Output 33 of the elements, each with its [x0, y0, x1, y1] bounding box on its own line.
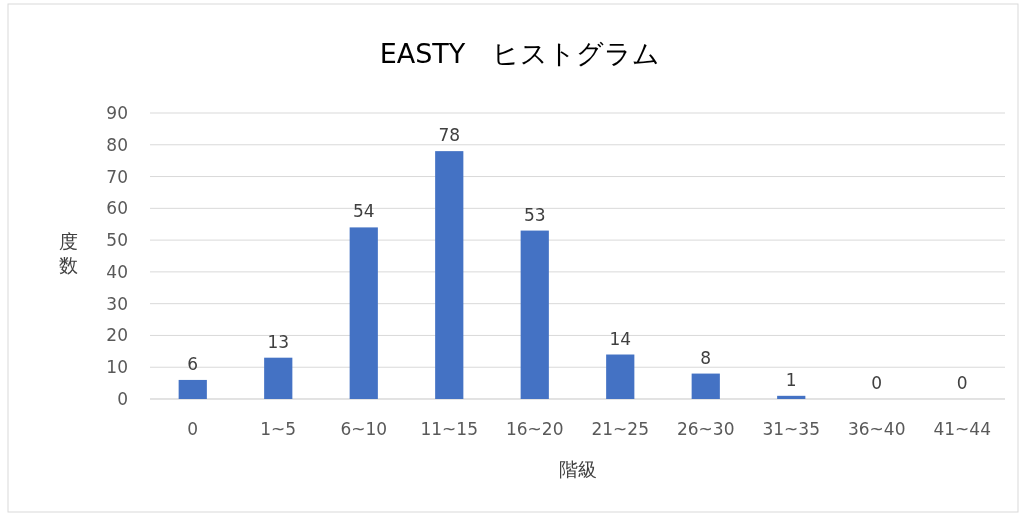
data-label: 0 [956, 373, 968, 393]
data-label: 14 [609, 328, 632, 349]
y-tick-label: 40 [106, 261, 128, 282]
x-tick-label: 16~20 [505, 419, 564, 439]
y-tick-label: 10 [106, 357, 128, 378]
y-tick-label: 90 [106, 103, 128, 123]
data-label: 8 [700, 347, 712, 368]
data-label: 54 [352, 201, 375, 222]
y-tick-label: 20 [106, 325, 128, 346]
x-tick-label: 6~10 [340, 419, 388, 439]
data-label: 53 [523, 204, 546, 225]
x-tick-label: 21~25 [591, 419, 650, 439]
chart-title: EASTY ヒストグラム [379, 38, 661, 69]
data-label: 78 [438, 125, 461, 146]
y-axis-title: 度数 [58, 230, 78, 276]
x-tick-label: 11~15 [420, 419, 479, 439]
y-tick-label: 60 [106, 198, 128, 219]
y-tick-label: 70 [106, 166, 128, 187]
x-tick-label: 41~44 [933, 419, 992, 439]
x-tick-label: 1~5 [260, 419, 297, 439]
y-tick-label: 50 [106, 230, 128, 251]
y-tick-label: 80 [106, 134, 128, 155]
x-axis-title: 階級 [559, 458, 597, 480]
x-tick-label: 0 [187, 419, 199, 439]
y-tick-label: 0 [117, 389, 128, 409]
x-tick-label: 31~35 [762, 419, 821, 439]
x-tick-label: 36~40 [847, 419, 906, 439]
data-label: 13 [267, 331, 290, 352]
data-label: 1 [785, 369, 797, 390]
x-tick-label: 26~30 [676, 419, 735, 439]
y-tick-label: 30 [106, 293, 128, 314]
data-label: 0 [871, 373, 883, 393]
data-label: 6 [187, 353, 199, 374]
